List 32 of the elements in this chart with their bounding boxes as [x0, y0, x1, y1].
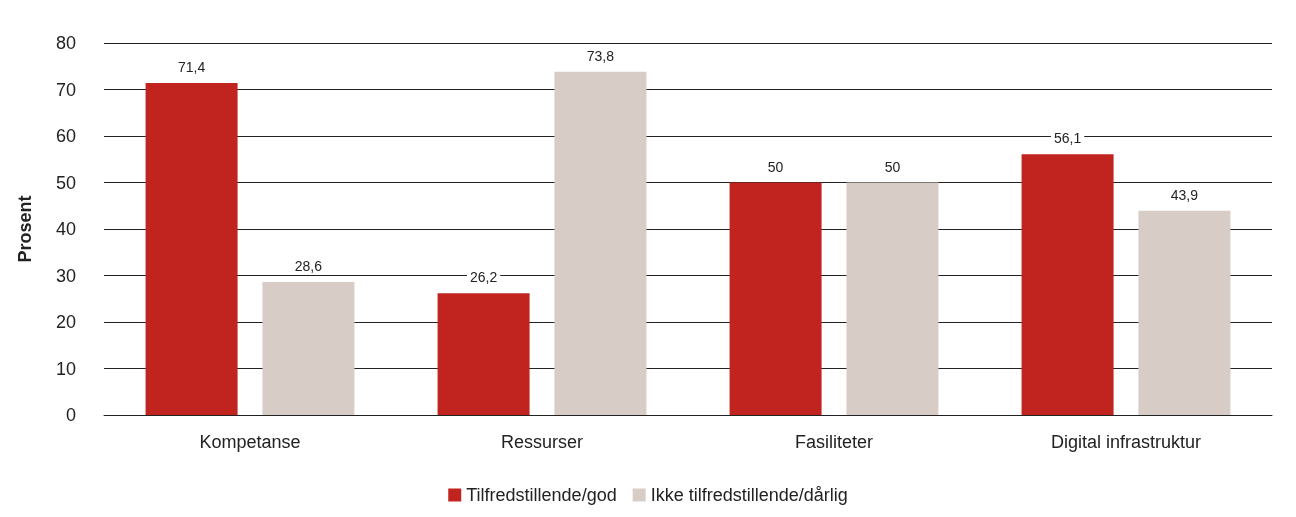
bar	[1138, 210, 1231, 415]
y-tick-label: 60	[55, 126, 76, 146]
bar	[437, 293, 530, 415]
x-tick-label: Digital infrastruktur	[1050, 432, 1202, 452]
bar	[1021, 154, 1114, 415]
y-tick-label: 40	[55, 219, 76, 239]
data-label: 71,4	[177, 58, 206, 75]
y-axis-title: Prosent	[15, 195, 35, 263]
data-label: 73,8	[586, 47, 615, 64]
y-tick-label: 10	[55, 358, 76, 379]
legend-label: Tilfredstillende/god	[466, 485, 617, 505]
y-tick-label: 30	[55, 265, 76, 286]
bar	[145, 82, 238, 415]
y-tick-label: 20	[55, 312, 76, 332]
data-label: 56,1	[1053, 130, 1082, 147]
y-tick-label: 0	[65, 405, 76, 425]
y-tick-label: 50	[55, 172, 76, 193]
bar	[729, 182, 822, 415]
data-label: 50	[884, 158, 901, 175]
data-label: 43,9	[1170, 186, 1199, 203]
y-tick-label: 80	[55, 33, 76, 53]
data-label: 50	[767, 158, 784, 175]
x-tick-label: Kompetanse	[199, 432, 301, 452]
bar	[846, 182, 939, 415]
data-label: 28,6	[294, 258, 323, 275]
data-label: 26,2	[469, 269, 498, 286]
y-tick-label: 70	[55, 79, 76, 100]
x-tick-label: Ressurser	[500, 432, 584, 452]
bar	[262, 282, 355, 415]
x-tick-label: Fasiliteter	[794, 432, 874, 452]
bar	[554, 71, 647, 415]
legend-label: Ikke tilfredstillende/dårlig	[650, 485, 848, 505]
